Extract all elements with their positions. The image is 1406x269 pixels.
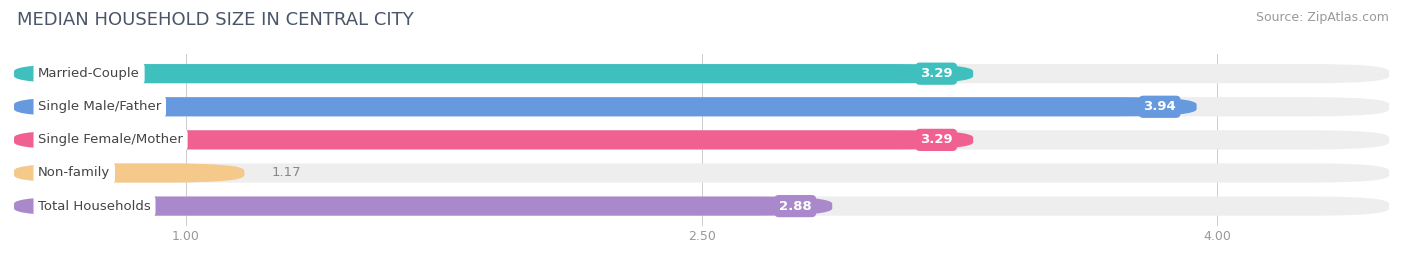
Text: Single Female/Mother: Single Female/Mother — [38, 133, 183, 146]
Text: 2.88: 2.88 — [779, 200, 811, 213]
Text: Total Households: Total Households — [38, 200, 150, 213]
FancyBboxPatch shape — [14, 196, 832, 216]
FancyBboxPatch shape — [14, 97, 1389, 116]
FancyBboxPatch shape — [14, 64, 1389, 83]
FancyBboxPatch shape — [14, 196, 1389, 216]
FancyBboxPatch shape — [14, 163, 1389, 183]
Text: MEDIAN HOUSEHOLD SIZE IN CENTRAL CITY: MEDIAN HOUSEHOLD SIZE IN CENTRAL CITY — [17, 11, 413, 29]
Text: 3.94: 3.94 — [1143, 100, 1175, 113]
FancyBboxPatch shape — [14, 130, 1389, 150]
Text: Single Male/Father: Single Male/Father — [38, 100, 162, 113]
FancyBboxPatch shape — [14, 130, 973, 150]
Text: Non-family: Non-family — [38, 167, 111, 179]
Text: 1.17: 1.17 — [271, 167, 301, 179]
FancyBboxPatch shape — [14, 64, 973, 83]
Text: Source: ZipAtlas.com: Source: ZipAtlas.com — [1256, 11, 1389, 24]
Text: 3.29: 3.29 — [920, 67, 952, 80]
Text: Married-Couple: Married-Couple — [38, 67, 141, 80]
Text: 3.29: 3.29 — [920, 133, 952, 146]
FancyBboxPatch shape — [14, 163, 245, 183]
FancyBboxPatch shape — [14, 97, 1197, 116]
